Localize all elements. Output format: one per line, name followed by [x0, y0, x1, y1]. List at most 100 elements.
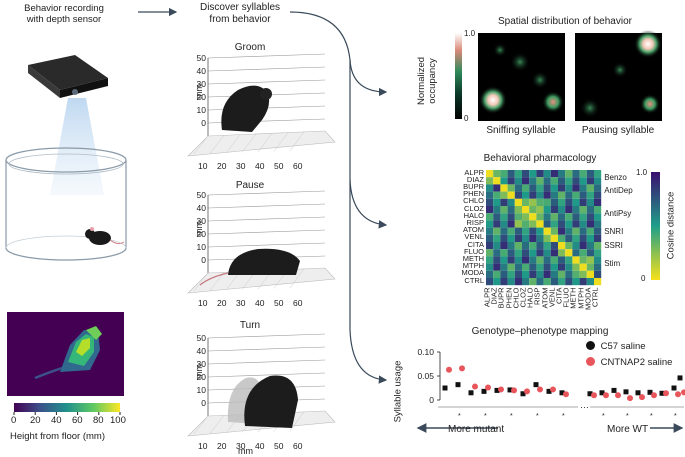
cntnap2-point [603, 392, 609, 399]
significance-marker: * [674, 413, 677, 420]
heatmap-cell [500, 170, 508, 178]
panel-x-tick: 30 [236, 161, 246, 171]
heatmap-cell [594, 263, 602, 271]
heatmap-cell [529, 220, 537, 228]
heatmap-cell [507, 177, 515, 185]
drug-class-label: Benzo [604, 173, 627, 182]
heatmap-cell [507, 227, 515, 235]
cntnap2-point [472, 383, 478, 390]
heatmap-cell [514, 191, 522, 199]
heatmap-cell [558, 198, 566, 206]
depth-tick-100: 100 [110, 415, 126, 426]
heatmap-cell [529, 198, 537, 206]
floor-grid-line [193, 135, 209, 155]
heatmap-cell [486, 206, 494, 214]
heatmap-cell [572, 213, 580, 221]
drug-class-label: AntiPsy [604, 209, 632, 218]
mouse-in-arena [85, 227, 125, 245]
panel-y-tick: 40 [196, 66, 206, 76]
heatmap-cell [579, 278, 587, 286]
heatmap-cell [507, 256, 515, 264]
c57-point [587, 391, 593, 397]
cntnap2-point [524, 388, 530, 395]
heatmap-cell [522, 234, 530, 242]
heatmap-cell [579, 206, 587, 214]
heatmap-cell [586, 191, 594, 199]
panel-x-tick: 40 [255, 161, 265, 171]
grid-line [207, 66, 326, 72]
cntnap2-point [675, 391, 681, 398]
heatmap-cell [543, 170, 551, 178]
heatmap-cell [500, 263, 508, 271]
sniffing-map [478, 33, 565, 121]
c57-point [481, 388, 487, 394]
heatmap-cell [543, 198, 551, 206]
heatmap-cell [493, 249, 501, 257]
floor-grid-line [209, 415, 225, 434]
heatmap-cell [565, 234, 573, 242]
c57-point [559, 390, 565, 396]
drug-row-label: MTPH [462, 261, 484, 271]
heatmap-cell [529, 249, 537, 257]
heatmap-cell [579, 249, 587, 257]
panel-x-tick: 30 [236, 298, 246, 308]
heatmap-cell [522, 170, 530, 178]
mouse-pause-tail [199, 272, 229, 286]
heatmap-cell [579, 227, 587, 235]
heatmap-cell [558, 256, 566, 264]
heatmap-cell [572, 249, 580, 257]
heatmap-cell [514, 213, 522, 221]
heatmap-cell [586, 184, 594, 192]
cntnap2-point [681, 389, 685, 396]
panel-x-tick: 10 [198, 441, 208, 451]
panel-y-tick: 30 [196, 79, 206, 89]
cntnap2-point [511, 387, 517, 394]
drug-class-label: AntiDep [604, 186, 633, 195]
drug-row-label: CITA [467, 239, 484, 249]
heatmap-cell [565, 263, 573, 271]
heatmap-cell [486, 263, 494, 271]
significance-marker: * [626, 413, 629, 420]
floor-grid-line [193, 415, 209, 435]
c57-point [623, 389, 629, 395]
heatmap-cell [486, 220, 494, 228]
heatmap-cell [486, 249, 494, 257]
heatmap-cell [507, 234, 515, 242]
heatmap-cell [522, 249, 530, 257]
panel-y-tick: 40 [196, 203, 206, 213]
heatmap-cell [507, 263, 515, 271]
heatmap-cell [486, 170, 494, 178]
heatmap-cell [594, 249, 602, 257]
panel-y-tick: 30 [196, 216, 206, 226]
c57-point [659, 390, 665, 396]
grid-line [207, 242, 326, 248]
c57-point [442, 385, 448, 391]
heatmap-cell [500, 227, 508, 235]
heatmap-cell [550, 227, 558, 235]
floor-grid-line [209, 135, 225, 154]
panel-x-tick: 60 [293, 161, 303, 171]
significance-marker: * [650, 413, 653, 420]
heatmap-cell [565, 191, 573, 199]
heatmap-cell [572, 270, 580, 278]
panel-x-tick: 20 [217, 161, 227, 171]
syllable-panel [187, 190, 336, 294]
heatmap-cell [565, 220, 573, 228]
drug-row-label: CLOZ [463, 203, 484, 213]
heatmap-cell [558, 191, 566, 199]
heatmap-cell [586, 234, 594, 242]
heatmap-cell [522, 242, 530, 250]
depth-tick-0: 0 [11, 415, 17, 426]
heatmap-cell [500, 249, 508, 257]
heatmap-cell [529, 234, 537, 242]
heatmap-cell [543, 242, 551, 250]
heatmap-cell [543, 227, 551, 235]
heatmap-cell [579, 234, 587, 242]
heatmap-cell [586, 198, 594, 206]
heatmap-cell [493, 170, 501, 178]
heatmap-cell [493, 177, 501, 185]
heatmap-cell [493, 263, 501, 271]
depth-tick-20: 20 [30, 415, 41, 426]
panel-x-tick: 50 [274, 441, 284, 451]
depth-tick-60: 60 [72, 415, 83, 426]
